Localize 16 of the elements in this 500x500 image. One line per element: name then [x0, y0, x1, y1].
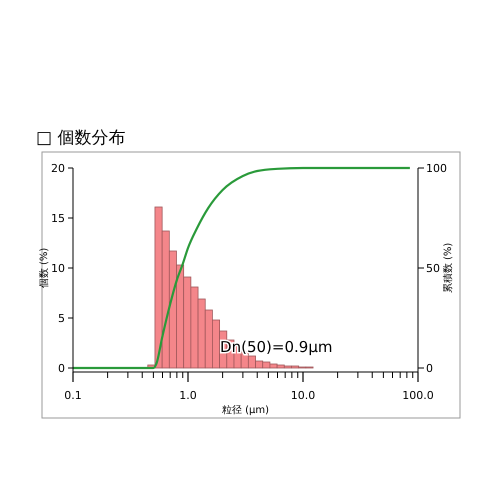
x-tick-label: 100.0 [402, 389, 434, 402]
y-tick-label: 15 [51, 212, 65, 225]
y2-tick-label: 50 [426, 262, 440, 275]
y-tick-label: 10 [51, 262, 65, 275]
y-tick-label: 0 [58, 362, 65, 375]
y-axis-title: 個数 (%) [39, 248, 50, 288]
x-tick-label: 10.0 [290, 389, 316, 402]
chart-title: □ 個数分布 [36, 128, 126, 148]
y2-tick-label: 0 [426, 362, 433, 375]
x-tick-label: 0.1 [64, 389, 82, 402]
y2-tick-label: 100 [426, 162, 447, 175]
x-tick-label: 1.0 [179, 389, 197, 402]
y2-axis-title: 累積数 (%) [442, 242, 454, 294]
y-tick-label: 20 [51, 162, 65, 175]
y-tick-label: 5 [58, 312, 65, 325]
x-axis-title: 粒径 (μm) [222, 405, 270, 416]
